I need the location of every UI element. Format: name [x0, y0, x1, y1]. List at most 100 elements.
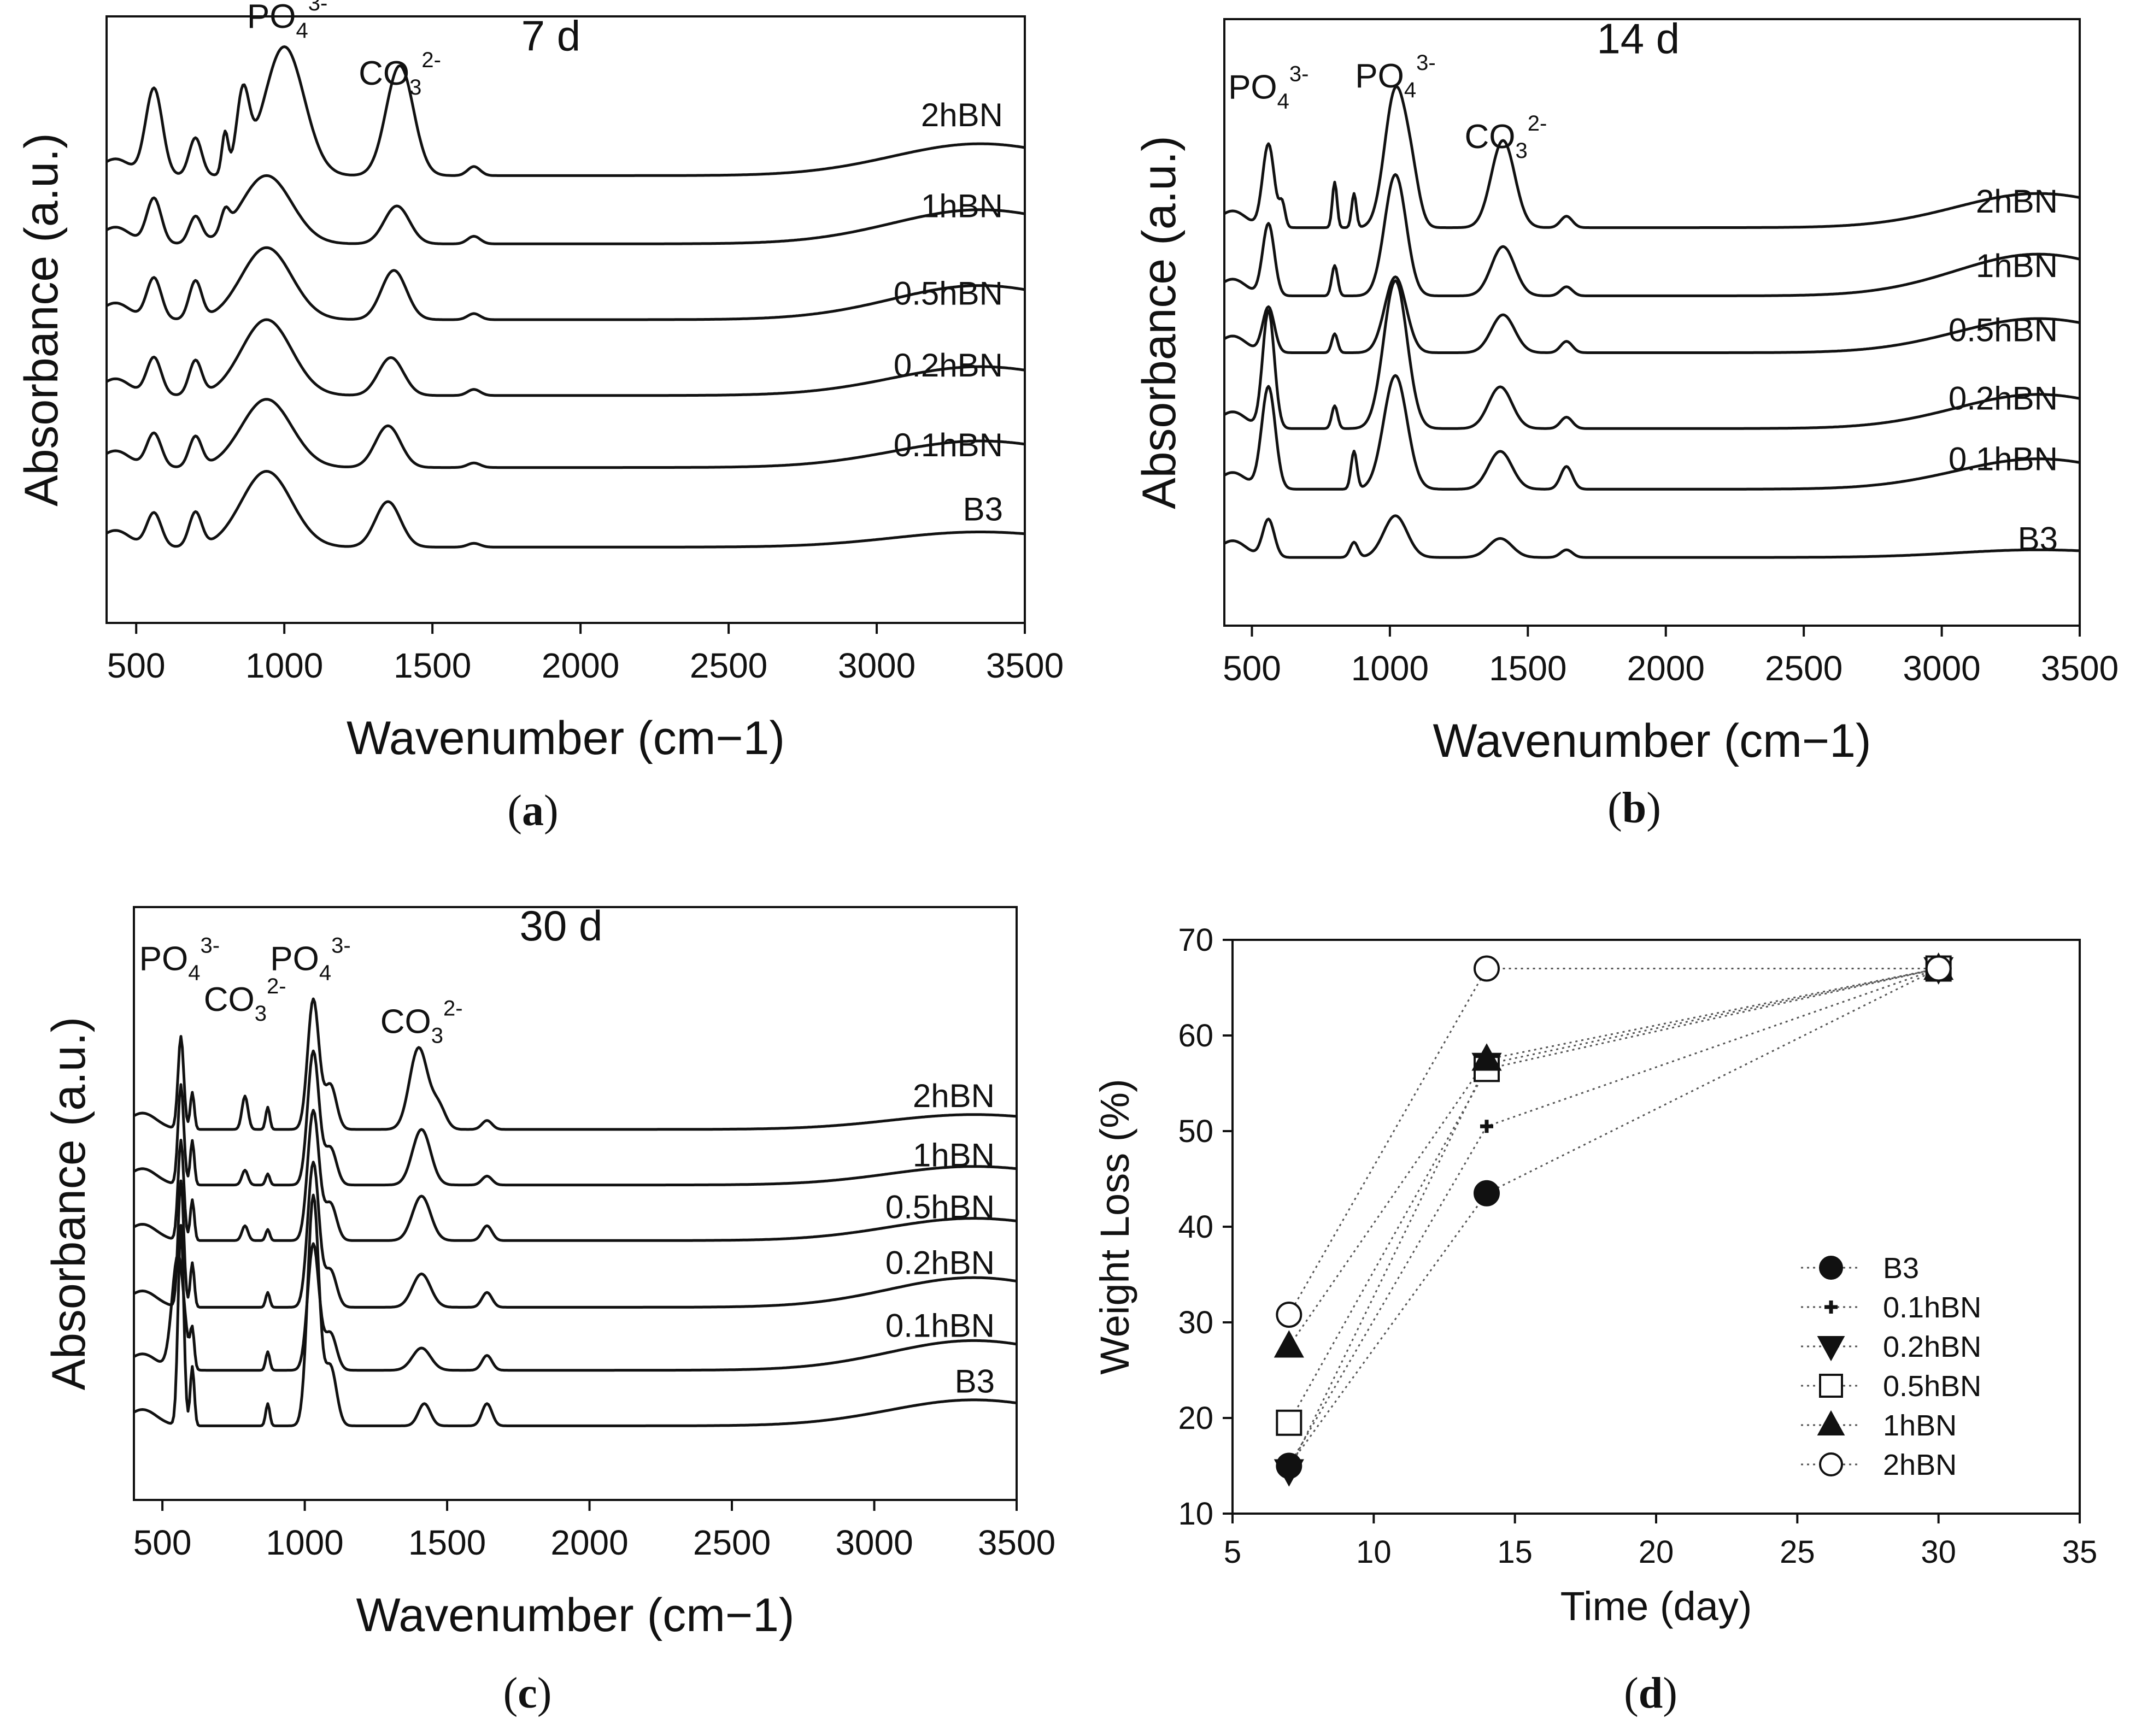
spectrum-line-B3 [1223, 514, 2080, 559]
spectrum-line-0.5hBN [1223, 275, 2080, 354]
y-tick-label: 30 [1178, 1305, 1213, 1340]
legend-marker-1hBN [1817, 1410, 1845, 1435]
spectrum-line-0.1hBN [133, 1242, 1017, 1372]
x-tick-label: 10 [1356, 1534, 1392, 1570]
annotation-base: PO [1228, 69, 1277, 107]
x-axis: 5 10 15 20 25 30 35 [1224, 1514, 2097, 1570]
annotation-sub: 4 [1277, 90, 1289, 114]
spectrum-line-0.2hBN [133, 1161, 1017, 1309]
x-tick-label: 2000 [550, 1523, 628, 1562]
annotation-sub: 3 [409, 75, 421, 99]
series-label: 2hBN [913, 1078, 995, 1114]
y-tick-label: 10 [1178, 1496, 1213, 1532]
panel-caption: (a) [507, 787, 558, 835]
data-point-1hBN [1471, 1043, 1502, 1071]
x-axis-label: Time (day) [1560, 1584, 1752, 1629]
x-tick-label: 1500 [394, 646, 471, 685]
annotation-sup: 3- [200, 933, 220, 957]
x-axis-label: Wavenumber (cm−1) [356, 1589, 794, 1641]
spectrum-line-0.5hBN [133, 1109, 1017, 1242]
x-tick-label: 2000 [542, 646, 619, 685]
x-axis: 500 1000 1500 2000 2500 3000 3500 [107, 623, 1064, 685]
data-point-1hBN [1274, 1330, 1304, 1358]
legend-marker-2hBN [1819, 1452, 1843, 1476]
legend-label: 1hBN [1883, 1409, 1957, 1442]
peak-annotation: PO43- [1228, 62, 1308, 114]
series-label: B3 [955, 1363, 995, 1399]
annotation-sup: 2- [421, 48, 441, 72]
legend-marker-B3 [1819, 1256, 1843, 1280]
spectrum-line-2hBN [133, 997, 1017, 1131]
y-tick-label: 20 [1178, 1400, 1213, 1436]
x-tick-label: 25 [1780, 1534, 1815, 1570]
spectrum-line-2hBN [105, 45, 1025, 177]
peak-annotation: CO32- [1465, 111, 1547, 163]
spectrum-line-1hBN [133, 1049, 1017, 1187]
legend-label: 0.5hBN [1883, 1370, 1981, 1403]
y-axis: 10 20 30 40 50 60 70 [1178, 922, 1233, 1532]
x-tick-label: 2000 [1627, 649, 1705, 688]
x-tick-label: 15 [1497, 1534, 1533, 1570]
spectrum-panel-a: 500 1000 1500 2000 2500 3000 3500 Wavenumber (c… [15, 0, 1064, 835]
peak-annotation: CO32- [204, 974, 286, 1026]
data-point-2hBN [1925, 955, 1952, 982]
caption-letter: c [518, 1669, 537, 1717]
y-axis-label: Absorbance (a.u.) [1133, 136, 1186, 509]
legend-label: 0.1hBN [1883, 1291, 1981, 1324]
y-tick-label: 60 [1178, 1018, 1213, 1054]
spectrum-line-B3 [105, 470, 1025, 549]
y-axis-label: Absorbance (a.u.) [43, 1017, 95, 1391]
y-axis-label: Weight Loss (%) [1092, 1079, 1137, 1375]
x-tick-label: 35 [2062, 1534, 2098, 1570]
caption-close: ) [1663, 1669, 1677, 1717]
series-line-1hBN [1288, 968, 1939, 1347]
spectrum-line-0.2hBN [1223, 279, 2080, 430]
x-axis-label: Wavenumber (cm−1) [347, 712, 785, 764]
annotation-base: CO [1465, 118, 1516, 156]
peak-annotation: PO43- [247, 0, 327, 43]
x-axis-label: Wavenumber (cm−1) [1433, 715, 1871, 767]
x-tick-label: 500 [107, 646, 166, 685]
plot-frame [133, 906, 1018, 1501]
legend-label: 2hBN [1883, 1449, 1957, 1481]
peak-annotation: PO43- [1355, 51, 1435, 102]
x-tick-label: 500 [133, 1523, 192, 1562]
annotation-base: CO [359, 55, 409, 92]
annotation-sup: 2- [1528, 111, 1547, 136]
series-line-0.5hBN [1288, 968, 1939, 1423]
peak-annotation: CO32- [359, 48, 441, 99]
spectrum-line-0.1hBN [105, 398, 1025, 469]
annotation-sup: 3- [331, 933, 351, 957]
x-tick-label: 5 [1224, 1534, 1241, 1570]
panel-title: 30 d [520, 902, 603, 950]
x-tick-label: 1000 [245, 646, 323, 685]
spectrum-line-B3 [133, 1193, 1017, 1427]
caption-open: ( [507, 787, 522, 835]
x-axis: 500 1000 1500 2000 2500 3000 3500 [133, 1500, 1055, 1562]
x-tick-label: 2500 [693, 1523, 771, 1562]
spectrum-line-1hBN [1223, 173, 2080, 297]
spectrum-line-0.2hBN [105, 318, 1025, 397]
series-label: 2hBN [921, 97, 1003, 133]
panel-caption: (b) [1607, 784, 1661, 832]
annotation-base: PO [139, 940, 189, 978]
scatter-panel-d: 5 10 15 20 25 30 35 10 20 30 40 50 60 70 Time (day) Wei… [1092, 922, 2097, 1717]
spectrum-line-2hBN [1223, 85, 2080, 229]
x-tick-label: 2500 [1765, 649, 1843, 688]
caption-open: ( [503, 1669, 518, 1717]
series-label: 1hBN [921, 188, 1003, 225]
legend-label: 0.2hBN [1883, 1331, 1981, 1363]
annotation-sub: 4 [1404, 78, 1416, 102]
annotation-sub: 3 [255, 1002, 267, 1026]
series-label: 1hBN [1976, 248, 2058, 284]
data-point-B3 [1474, 1180, 1500, 1207]
plot-frame [105, 15, 1026, 624]
peak-annotation: CO32- [380, 997, 463, 1048]
spectrum-panel-c: 500 1000 1500 2000 2500 3000 3500 Wavenumber (c… [43, 902, 1055, 1717]
series-label: 0.2hBN [1949, 380, 2058, 417]
y-tick-label: 50 [1178, 1114, 1213, 1149]
x-tick-label: 2500 [690, 646, 767, 685]
x-tick-label: 30 [1921, 1534, 1956, 1570]
legend-marker-0.1hBN [1824, 1300, 1838, 1314]
legend-marker-0.2hBN [1817, 1336, 1845, 1362]
